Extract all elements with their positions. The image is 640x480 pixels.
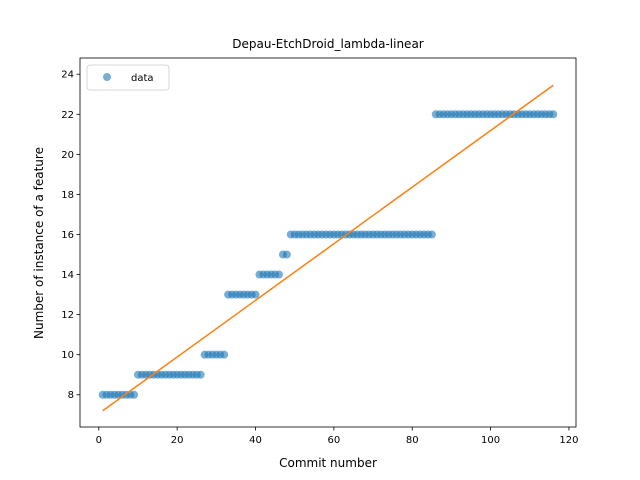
x-tick-label: 40 [249,435,262,446]
x-tick-label: 20 [171,435,184,446]
legend: data [86,64,170,91]
plot-area [79,57,577,428]
y-axis-ticks: 8 10 12 14 16 18 20 22 24 [61,70,80,401]
legend-marker [103,73,111,81]
legend-box [86,64,170,91]
y-tick-label: 12 [61,310,74,321]
y-tick-label: 14 [61,270,74,281]
data-point [220,350,229,359]
data-point [251,290,260,299]
plot-frame [79,57,577,428]
y-tick-label: 20 [61,150,74,161]
data-point [549,110,558,119]
data-point [130,390,139,399]
x-tick-label: 0 [96,435,102,446]
x-tick-label: 60 [328,435,341,446]
chart-title: Depau-EtchDroid_lambda-linear [232,37,424,51]
legend-label: data [131,73,154,84]
x-axis-label: Commit number [279,456,377,470]
y-tick-label: 18 [61,190,74,201]
y-tick-label: 22 [61,110,74,121]
trend-line [102,84,554,412]
y-tick-label: 10 [61,350,74,361]
data-point [282,250,291,259]
y-tick-label: 24 [61,70,74,81]
data-point [275,270,284,279]
y-axis-label: Number of instance of a feature [32,147,46,339]
x-axis-ticks: 0 20 40 60 80 100 120 [96,427,578,446]
x-tick-label: 100 [481,435,500,446]
y-tick-label: 16 [61,230,74,241]
data-point [427,230,436,239]
x-tick-label: 80 [406,435,419,446]
data-point [196,370,205,379]
y-tick-label: 8 [68,390,74,401]
x-tick-label: 120 [559,435,578,446]
